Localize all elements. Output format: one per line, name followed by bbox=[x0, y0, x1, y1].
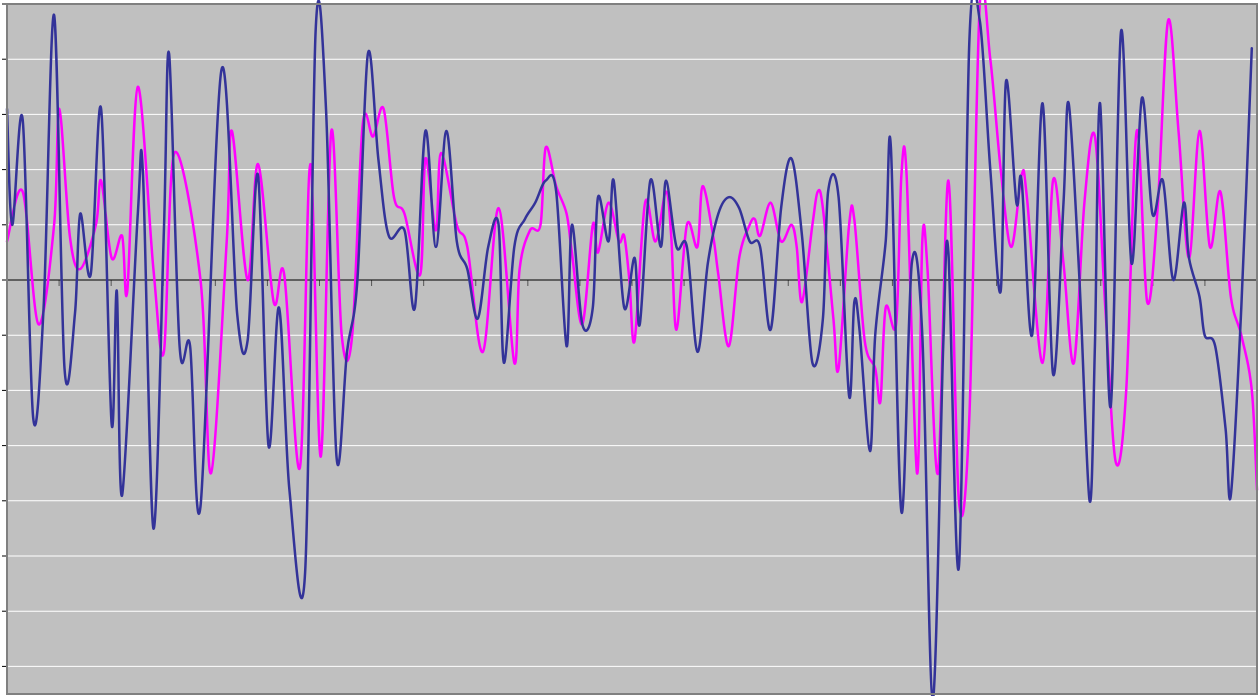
plot-area-background bbox=[7, 4, 1257, 694]
plot-area-frame bbox=[6, 3, 1258, 695]
series-2-line bbox=[5, 0, 1254, 696]
series-lines bbox=[5, 0, 1259, 696]
series-1-line bbox=[5, 0, 1259, 518]
